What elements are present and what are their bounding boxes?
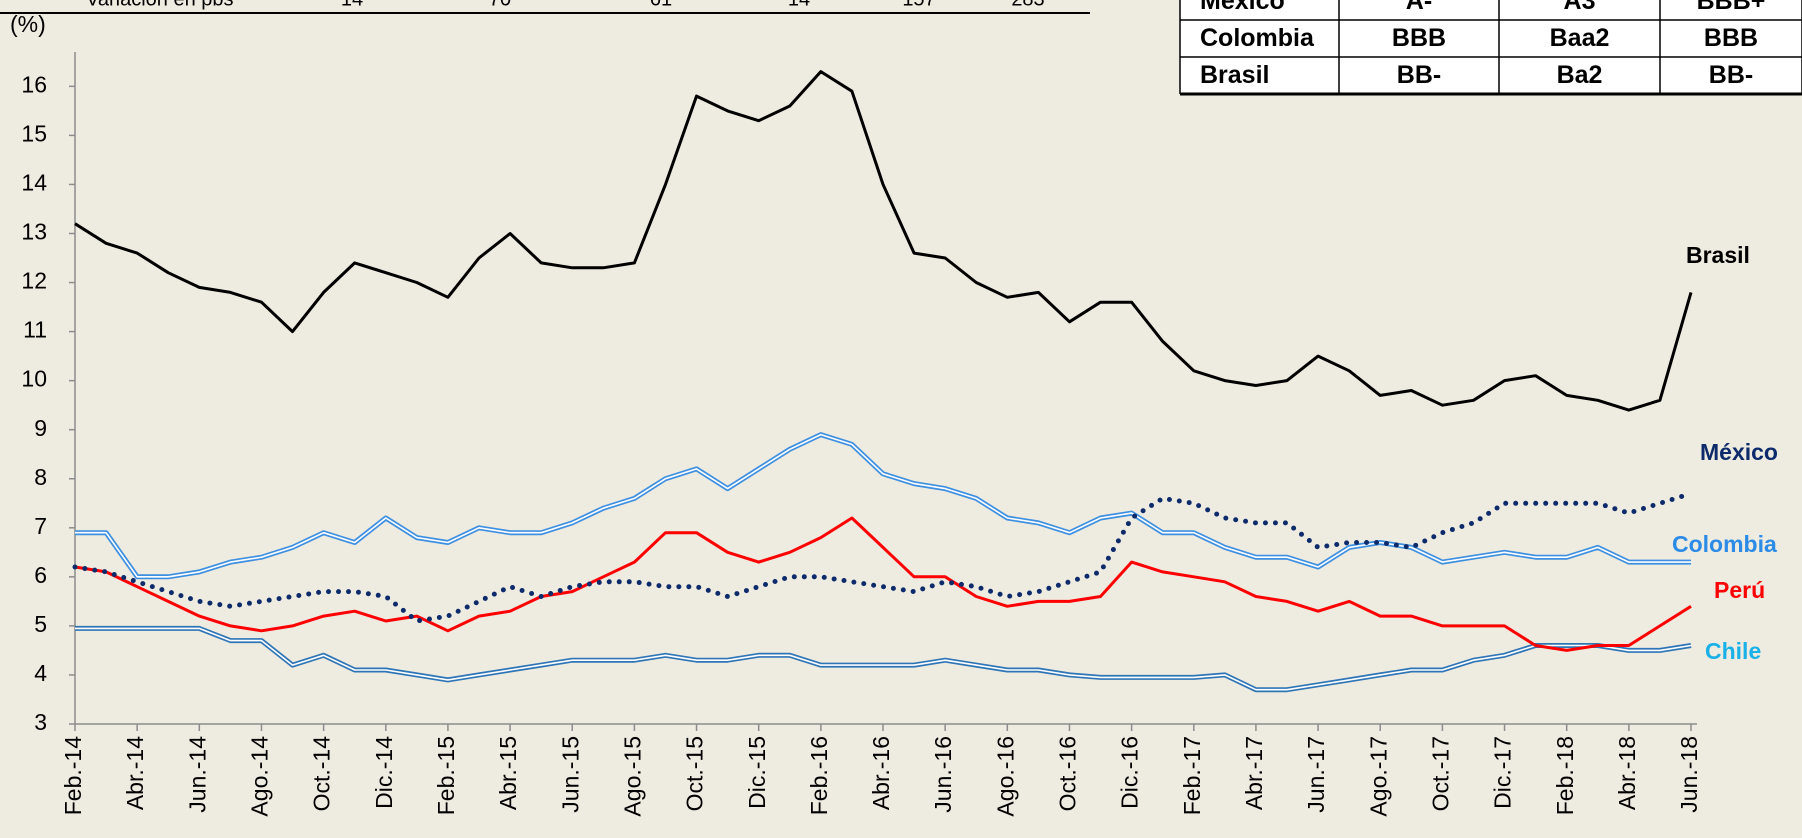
x-tick-label: Ago.-15 bbox=[619, 736, 645, 817]
x-tick-label: Jun.-18 bbox=[1676, 736, 1702, 813]
y-tick-label: 12 bbox=[21, 268, 47, 294]
y-tick-label: 11 bbox=[23, 317, 47, 343]
series-line-inner bbox=[75, 627, 1692, 691]
table-cell: 61 bbox=[650, 0, 672, 10]
y-tick-label: 3 bbox=[34, 709, 47, 735]
x-tick-label: Oct.-16 bbox=[1055, 736, 1081, 811]
y-tick-label: 6 bbox=[34, 562, 47, 588]
table-cell: 70 bbox=[489, 0, 511, 10]
y-tick-label: 5 bbox=[34, 611, 47, 637]
table-row-label: Variación en pbs bbox=[86, 0, 234, 10]
x-tick-label: Feb.-14 bbox=[60, 736, 86, 815]
x-tick-label: Ago.-14 bbox=[247, 736, 273, 817]
series-line bbox=[72, 491, 1694, 624]
x-tick-label: Dic.-14 bbox=[371, 736, 397, 809]
table-cell: Brasil bbox=[1200, 61, 1269, 89]
table-cell: A3 bbox=[1564, 0, 1596, 15]
x-tick-label: Jun.-16 bbox=[930, 736, 956, 813]
x-tick-label: Ago.-17 bbox=[1365, 736, 1391, 817]
table-cell: BBB bbox=[1704, 24, 1758, 52]
series-label: Colombia bbox=[1672, 531, 1777, 557]
table-cell: BBB bbox=[1392, 24, 1446, 52]
series-line bbox=[74, 70, 1693, 412]
series-line bbox=[75, 432, 1691, 580]
x-tick-label: Oct.-15 bbox=[682, 736, 708, 811]
x-tick-label: Feb.-15 bbox=[433, 736, 459, 815]
x-tick-label: Dic.-17 bbox=[1490, 736, 1516, 809]
series-label: México bbox=[1700, 439, 1778, 465]
table-cell: 14 bbox=[341, 0, 363, 10]
x-tick-label: Feb.-18 bbox=[1552, 736, 1578, 815]
series-line-inner bbox=[75, 433, 1691, 578]
table-cell: 283 bbox=[1011, 0, 1044, 10]
table-cell: A- bbox=[1406, 0, 1432, 15]
x-tick-label: Abr.-17 bbox=[1241, 736, 1267, 810]
x-tick-label: Oct.-14 bbox=[309, 736, 335, 812]
table-bg bbox=[1180, 0, 1802, 94]
table-cell: BB- bbox=[1709, 61, 1753, 89]
y-tick-label: 10 bbox=[21, 366, 47, 392]
series-label: Brasil bbox=[1686, 242, 1750, 268]
table-cell: BBB+ bbox=[1697, 0, 1766, 15]
y-tick-label: 8 bbox=[34, 464, 47, 490]
table-cell: Colombia bbox=[1200, 24, 1315, 52]
y-tick-label: 14 bbox=[21, 170, 47, 196]
table-cell: 157 bbox=[902, 0, 935, 10]
x-tick-label: Abr.-15 bbox=[495, 736, 521, 810]
table-cell: Ba2 bbox=[1557, 61, 1603, 89]
y-tick-label: 16 bbox=[21, 71, 47, 97]
series-label: Perú bbox=[1714, 577, 1765, 603]
x-tick-label: Oct.-17 bbox=[1427, 736, 1453, 811]
y-axis-label: (%) bbox=[10, 11, 46, 37]
x-tick-label: Abr.-14 bbox=[122, 736, 148, 810]
x-tick-label: Feb.-16 bbox=[806, 736, 832, 815]
y-tick-label: 15 bbox=[21, 120, 47, 146]
y-tick-label: 9 bbox=[34, 415, 47, 441]
table-cell: Baa2 bbox=[1550, 24, 1610, 52]
x-tick-label: Abr.-18 bbox=[1614, 736, 1640, 810]
series-line bbox=[74, 516, 1692, 652]
y-tick-label: 7 bbox=[34, 513, 47, 539]
table-cell: BB- bbox=[1397, 61, 1441, 89]
x-tick-label: Dic.-16 bbox=[1117, 736, 1143, 809]
x-tick-label: Ago.-16 bbox=[992, 736, 1018, 817]
y-tick-label: 4 bbox=[34, 660, 47, 686]
x-tick-label: Jun.-17 bbox=[1303, 736, 1329, 813]
x-tick-label: Abr.-16 bbox=[868, 736, 894, 810]
series-label: Chile bbox=[1705, 638, 1761, 664]
table-cell: México bbox=[1200, 0, 1285, 15]
x-tick-label: Feb.-17 bbox=[1179, 736, 1205, 815]
x-tick-label: Dic.-15 bbox=[744, 736, 770, 809]
x-tick-label: Jun.-15 bbox=[557, 736, 583, 813]
series-line bbox=[75, 625, 1692, 693]
table-cell: 14 bbox=[788, 0, 810, 10]
x-tick-label: Jun.-14 bbox=[184, 736, 210, 813]
y-tick-label: 13 bbox=[21, 219, 47, 245]
